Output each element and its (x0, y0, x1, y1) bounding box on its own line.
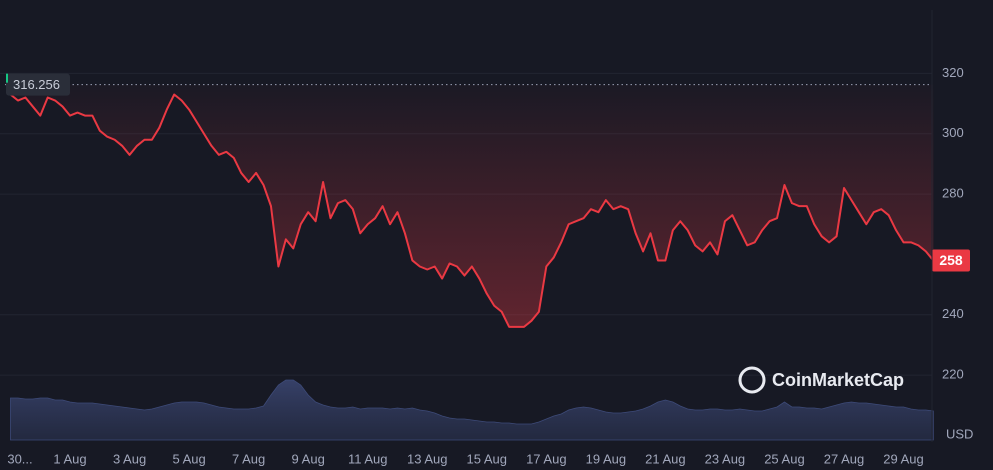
x-tick-label: 17 Aug (526, 451, 567, 466)
watermark: CoinMarketCap (738, 366, 904, 394)
x-tick-label: 1 Aug (53, 451, 86, 466)
volume-area (10, 379, 934, 441)
reference-label: 316.256 (13, 77, 60, 92)
x-tick-label: 19 Aug (586, 451, 627, 466)
volume-layer (10, 379, 934, 441)
last-price-label: 258 (939, 252, 963, 268)
x-tick-label: 3 Aug (113, 451, 146, 466)
y-tick-label: 300 (942, 125, 964, 140)
x-tick-label: 30... (7, 451, 32, 466)
x-tick-label: 21 Aug (645, 451, 686, 466)
price-layer (5, 84, 935, 328)
x-tick-label: 15 Aug (467, 451, 508, 466)
y-tick-label: 280 (942, 186, 964, 201)
price-shade (10, 84, 934, 327)
y-tick-label: 220 (942, 367, 964, 382)
price-line (9, 93, 935, 328)
reference-tag-marker (6, 73, 8, 83)
x-tick-label: 5 Aug (172, 451, 205, 466)
reference-tag (6, 73, 70, 96)
x-tick-label: 27 Aug (824, 451, 865, 466)
x-tick-label: 7 Aug (232, 451, 265, 466)
x-tick-label: 29 Aug (883, 451, 924, 466)
x-tick-label: 11 Aug (348, 451, 388, 466)
x-tick-label: 9 Aug (292, 451, 325, 466)
labels-layer: 220 240 280 300 320 30... 1 Aug 3 Aug 5 Aug 7 Aug… (6, 65, 970, 466)
last-price-tag (932, 249, 970, 272)
watermark-text: CoinMarketCap (772, 370, 904, 390)
x-tick-label: 23 Aug (705, 451, 746, 466)
x-tick-label: 13 Aug (407, 451, 448, 466)
y-tick-label: 240 (942, 306, 964, 321)
x-tick-label: 25 Aug (764, 451, 805, 466)
y-tick-label: 320 (942, 65, 964, 80)
watermark-logo (738, 366, 766, 394)
currency-label: USD (946, 426, 973, 441)
